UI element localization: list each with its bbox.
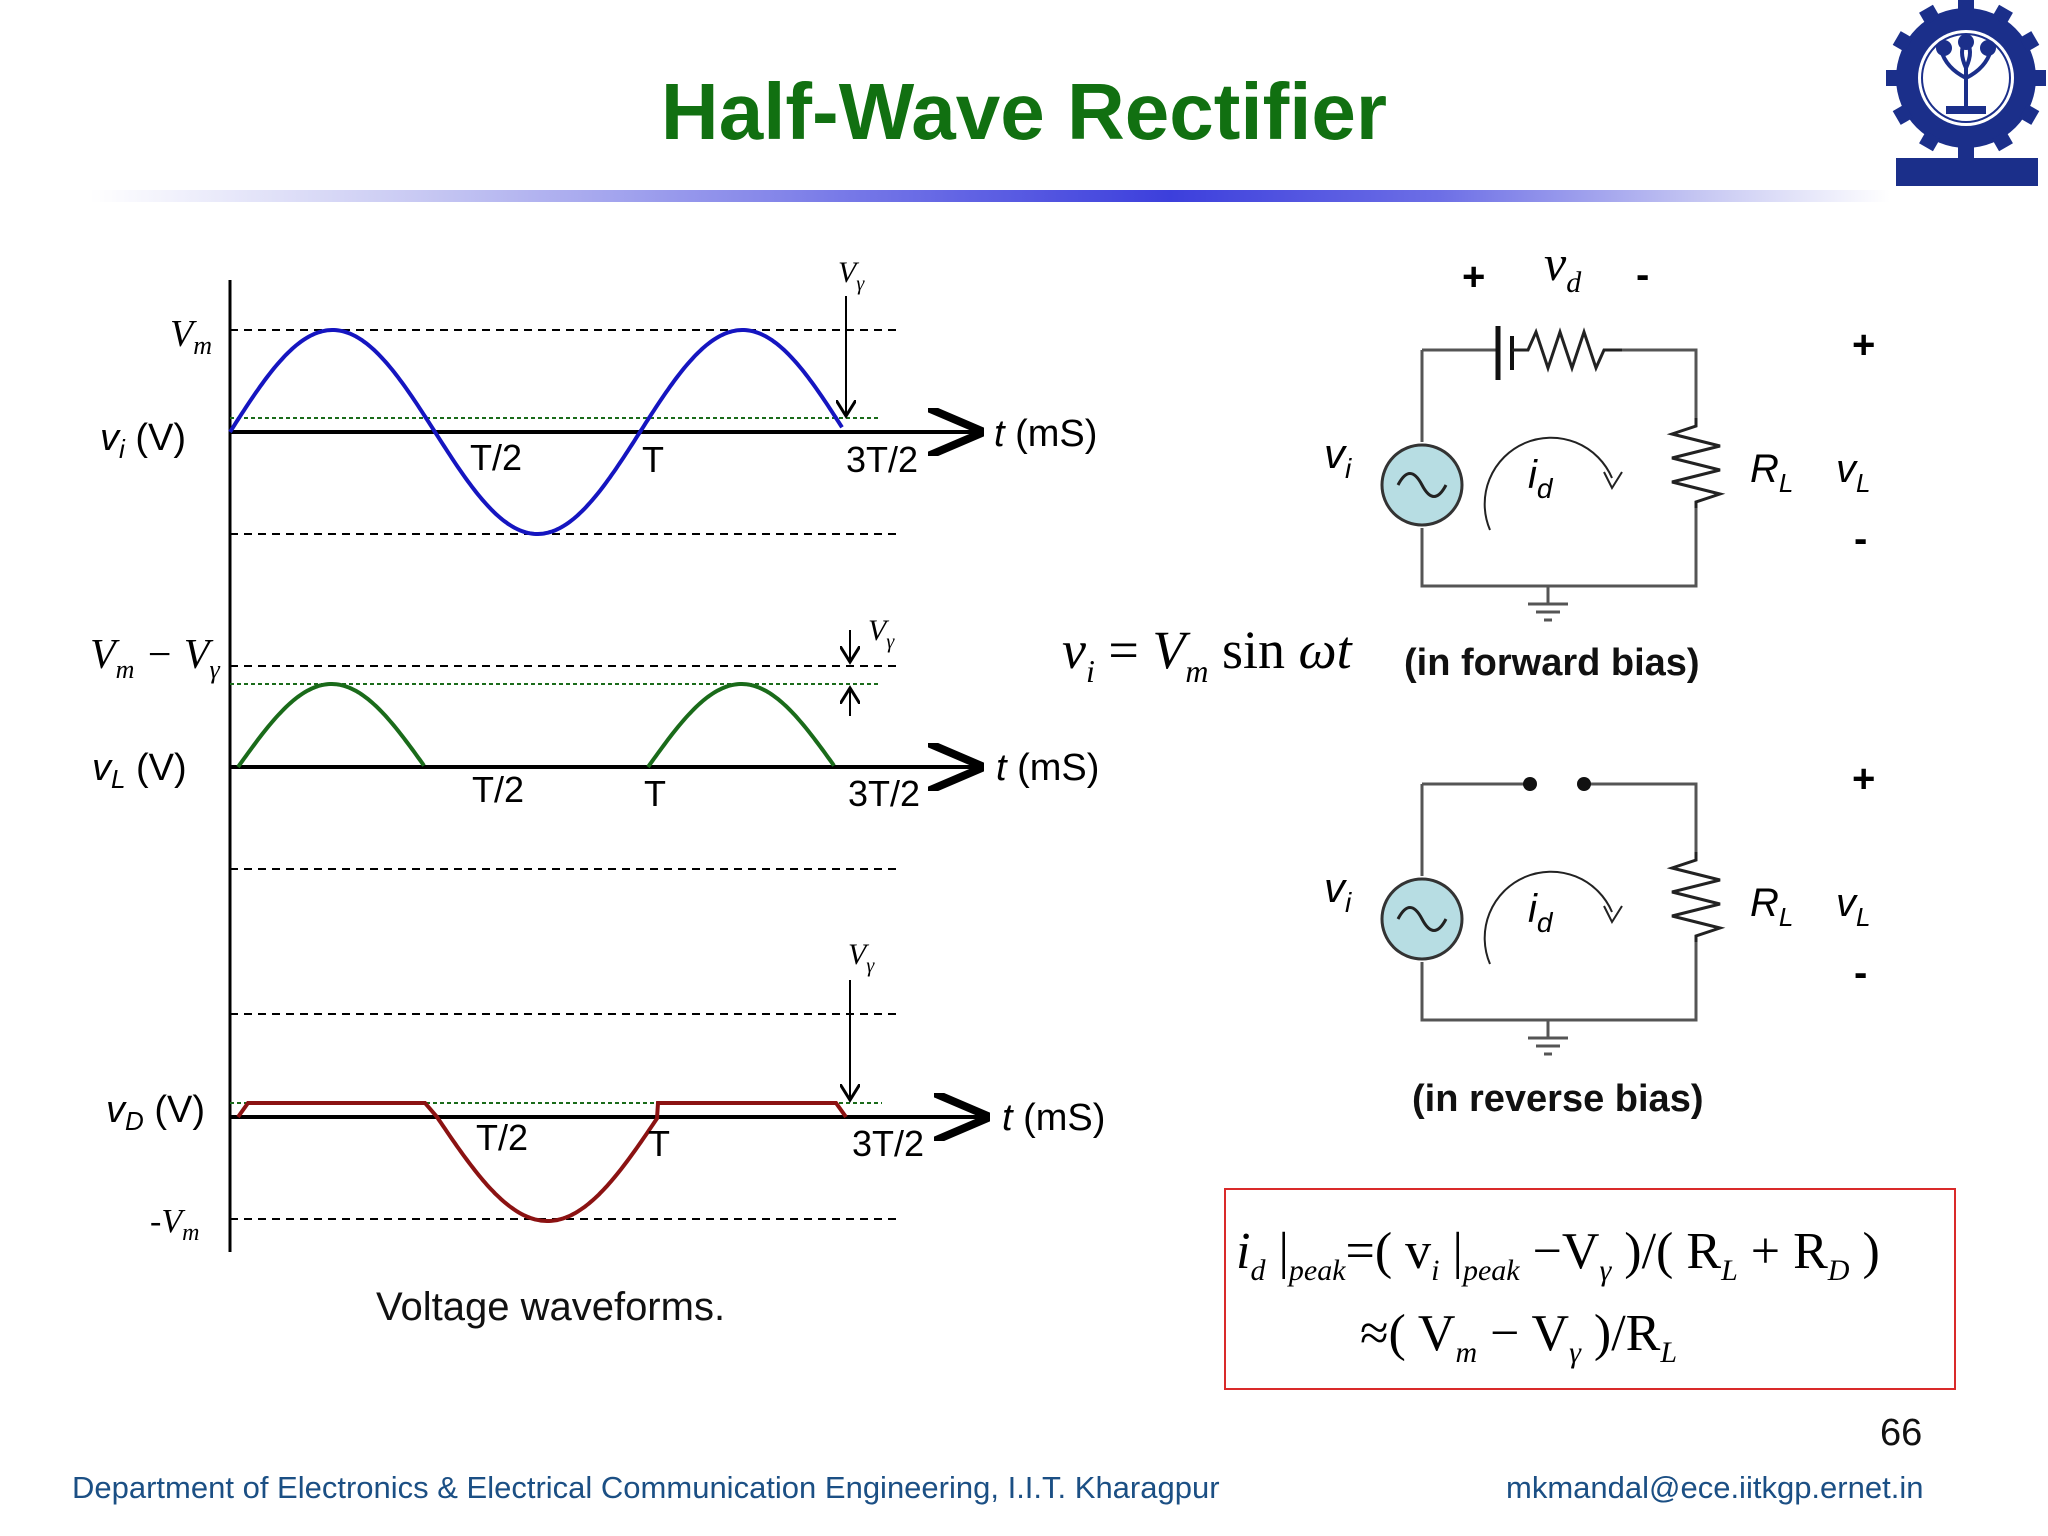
waveforms-caption: Voltage waveforms.	[376, 1285, 726, 1329]
page-number: 66	[1880, 1412, 1923, 1454]
vl-minus-fwd: -	[1854, 517, 1867, 561]
rl-label-fwd: RL	[1750, 447, 1793, 498]
vgamma-label-1: Vγ	[838, 256, 865, 295]
tick-t-half-3: T/2	[476, 1117, 528, 1158]
tick-3t-half-1: 3T/2	[846, 439, 918, 480]
load-resistor-rev	[1666, 852, 1726, 942]
vm-minus-vgamma-label: Vm − Vγ	[90, 632, 220, 684]
iit-logo	[1886, 0, 2046, 186]
vl-label-fwd: vL	[1836, 447, 1870, 498]
reverse-bias-caption: (in reverse bias)	[1412, 1078, 1704, 1120]
svg-text:vi = Vm sin ωt: vi = Vm sin ωt	[1062, 620, 1354, 689]
tick-t-half-2: T/2	[472, 769, 524, 810]
open-contact-right	[1577, 777, 1591, 791]
peak-current-formula-box: id |peak=( vi |peak −Vγ )/( RL + RD ) ≈(…	[1224, 1188, 1956, 1390]
tick-3t-half-2: 3T/2	[848, 773, 920, 814]
vl-plus-rev: +	[1852, 760, 1875, 801]
formula-line-1: id |peak=( vi |peak −Vγ )/( RL + RD )	[1236, 1223, 1880, 1287]
forward-bias-circuit: + vd - vi id RL vL + -	[1324, 235, 1875, 622]
vd-plus: +	[1462, 255, 1485, 299]
time-label-2: t (mS)	[996, 747, 1099, 789]
diode-voltage-wave	[236, 1101, 848, 1223]
vgamma-label-3: Vγ	[848, 938, 875, 977]
id-label-rev: id	[1528, 887, 1554, 938]
tick-t-3: T	[648, 1123, 670, 1164]
time-label-1: t (mS)	[994, 413, 1097, 455]
waveforms-diagram: Vm Vγ vi (V) T/2 T 3T/2 t (mS) Vm − Vγ V…	[90, 256, 1105, 1252]
diode-resistor	[1512, 327, 1622, 373]
input-equation: vi = Vm sin ωt	[1062, 620, 1354, 689]
vl-axis-label: vL (V)	[92, 747, 187, 794]
vl-plus-fwd: +	[1852, 323, 1875, 367]
vi-label-fwd: vi	[1324, 430, 1352, 484]
tick-3t-half-3: 3T/2	[852, 1123, 924, 1164]
page-title: Half-Wave Rectifier	[660, 67, 1388, 156]
tick-t-half-1: T/2	[470, 437, 522, 478]
current-arc	[1483, 436, 1613, 531]
vm-label: Vm	[170, 313, 212, 360]
vl-label-rev: vL	[1836, 881, 1870, 932]
current-arc-rev	[1483, 870, 1613, 965]
vi-label-rev: vi	[1324, 864, 1352, 918]
vi-axis-label: vi (V)	[100, 417, 186, 464]
peak-current-formula: id |peak=( vi |peak −Vγ )/( RL + RD ) ≈(…	[1236, 1223, 1880, 1369]
rl-label-rev: RL	[1750, 881, 1793, 932]
tick-t-1: T	[642, 439, 664, 480]
time-label-3: t (mS)	[1002, 1097, 1105, 1139]
output-wave	[236, 682, 836, 769]
vl-minus-rev: -	[1854, 951, 1867, 995]
forward-bias-caption: (in forward bias)	[1404, 642, 1700, 684]
tick-t-2: T	[644, 773, 666, 814]
formula-line-2: ≈( Vm − Vγ )/RL	[1360, 1305, 1677, 1369]
footer-email: mkmandal@ece.iitkgp.ernet.in	[1506, 1470, 1924, 1505]
open-contact-left	[1523, 777, 1537, 791]
vd-axis-label: vD (V)	[106, 1089, 205, 1136]
input-sine-wave	[228, 328, 844, 536]
reverse-bias-circuit: vi id RL vL + -	[1324, 760, 1875, 1056]
load-resistor	[1666, 418, 1726, 508]
neg-vm-label: -Vm	[150, 1203, 199, 1246]
footer-department: Department of Electronics & Electrical C…	[72, 1470, 1220, 1505]
id-label-fwd: id	[1528, 453, 1554, 504]
vgamma-label-2: Vγ	[868, 614, 895, 653]
vd-label: vd	[1544, 235, 1582, 299]
title-underline	[90, 190, 1890, 202]
vd-minus: -	[1636, 253, 1649, 297]
